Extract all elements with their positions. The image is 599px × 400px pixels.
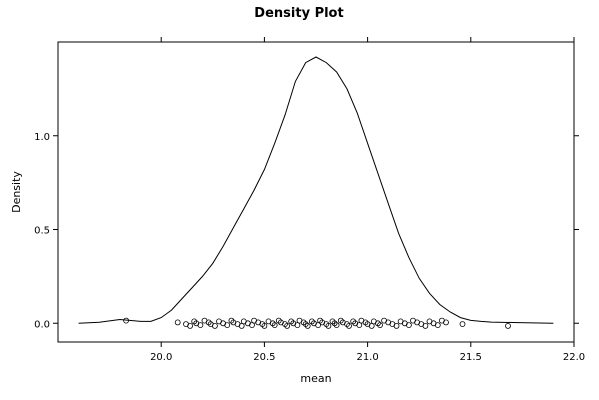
density-curve	[78, 56, 554, 324]
y-tick-label: 1.0	[34, 132, 50, 143]
rug-point	[325, 322, 332, 329]
rug-point	[187, 322, 194, 329]
x-axis: 20.0 20.5 21.0 21.5 22.0	[150, 37, 585, 363]
rug-point	[308, 318, 315, 325]
rug-point	[123, 317, 129, 324]
x-tick-label: 20.5	[253, 352, 275, 363]
rug-point	[304, 322, 311, 329]
x-tick-label: 21.5	[460, 352, 482, 363]
rug-point	[422, 322, 429, 329]
x-tick-label: 22.0	[563, 352, 585, 363]
rug-point	[284, 322, 291, 329]
rug-point	[505, 322, 511, 329]
rug-point	[346, 322, 352, 329]
rug-point	[377, 322, 383, 329]
rug-point	[302, 321, 309, 328]
x-tick-label: 21.0	[356, 352, 378, 363]
x-axis-label: mean	[300, 372, 331, 385]
rug-point	[333, 322, 340, 329]
rug-point	[331, 320, 338, 327]
rug-point	[224, 322, 231, 329]
rug-point	[434, 322, 441, 329]
rug-point	[337, 317, 344, 324]
chart-title: Density Plot	[254, 6, 343, 21]
rug-point	[344, 321, 350, 328]
rug-point	[249, 322, 255, 329]
y-axis-label: Density	[10, 171, 23, 213]
y-tick-label: 0.0	[34, 319, 50, 330]
rug-point	[271, 322, 278, 329]
rug-point	[350, 318, 357, 325]
y-axis: 0.0 0.5 1.0	[34, 132, 579, 330]
rug-points	[123, 317, 511, 329]
rug-point	[211, 322, 218, 329]
rug-point	[393, 322, 400, 329]
rug-point	[356, 322, 363, 329]
rug-point	[205, 319, 212, 326]
rug-point	[459, 321, 466, 328]
rug-point	[443, 319, 449, 326]
rug-point	[228, 317, 235, 324]
rug-point	[405, 322, 412, 329]
rug-point	[174, 319, 181, 326]
rug-point	[269, 320, 276, 327]
rug-point	[294, 322, 301, 329]
plot-frame	[57, 41, 575, 343]
rug-point	[197, 322, 204, 329]
x-tick-label: 20.0	[150, 352, 172, 363]
rug-point	[261, 322, 268, 329]
y-tick-label: 0.5	[34, 226, 50, 237]
rug-point	[238, 322, 245, 329]
